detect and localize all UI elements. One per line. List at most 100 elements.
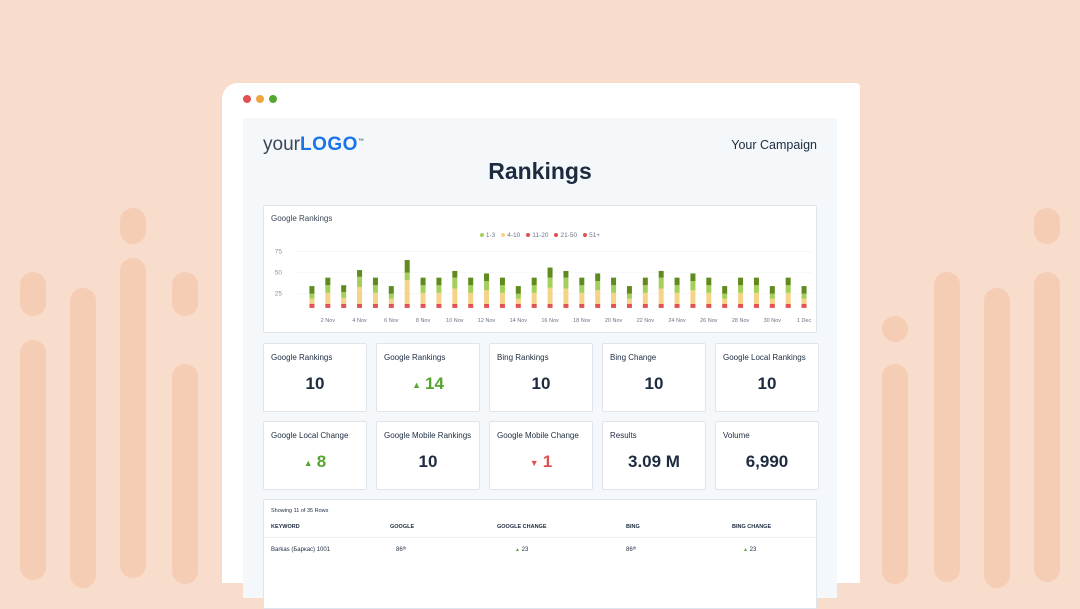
bar-segment [484,281,490,291]
legend-label: 51+ [589,232,601,239]
legend-item[interactable]: 51+ [583,232,600,239]
bar-segment [785,285,791,293]
bar-segment [706,277,712,286]
bar-segment [452,288,458,304]
bar-segment [499,305,505,308]
x-tick-label: 14 Nov [510,318,528,324]
x-tick-label: 12 Nov [478,318,496,324]
bar-segment [738,292,744,304]
legend-item[interactable]: 1-3 [479,232,495,239]
legend-label: 4-10 [507,232,521,239]
bar-segment [357,270,363,277]
kpi-label: Google Rankings [384,353,446,362]
bar-segment [515,293,521,299]
bar-segment [658,288,664,304]
kpi-value: 10 [644,374,664,393]
bar-segment [547,303,553,306]
bar-segment [341,291,347,298]
col-keyword[interactable]: KEYWORD [271,524,300,530]
bar-segment [468,277,474,286]
col-bing-change[interactable]: BING CHANGE [732,524,772,530]
legend-label: 11-20 [532,232,549,239]
bar-segment [753,277,759,286]
bar-segment [325,277,331,286]
bar-segment [642,277,648,286]
bar-segment [341,297,347,304]
bar-segment [357,305,363,308]
bar-segment [436,292,442,304]
x-tick-label: 1 Dec [797,318,812,324]
google-rankings-chart-card: Google Rankings 1-3 4-10 11-20 21-50 51+ 25 5… [263,205,817,333]
bar-segment [468,303,474,306]
bar-segment [468,285,474,293]
bar-segment [801,303,807,306]
bar-segment [547,287,553,304]
bar-segment [706,307,712,308]
bar-segment [595,305,601,308]
legend-item[interactable]: 11-20 [526,232,548,239]
bar-segment [690,281,696,291]
bar-segment [801,305,807,308]
bar-segment [309,305,315,308]
bar-segment [357,276,363,287]
report-panel: yourLOGO™ Your Campaign Rankings Google … [243,118,837,609]
bar-segment [769,305,775,308]
bar-segment [468,307,474,308]
bar-segment [452,270,458,278]
col-google-change[interactable]: GOOGLE CHANGE [497,524,547,530]
legend-item[interactable]: 4-10 [501,232,520,239]
legend-marker [583,233,588,238]
bar-segment [404,272,410,281]
bar-segment [658,307,664,308]
bar-segment [785,307,791,308]
bar-segment [738,277,744,286]
kpi-card: Google Mobile Rankings 10 [376,421,480,490]
bar-segment [642,292,648,304]
bar-segment [420,292,426,304]
bar-segment [722,303,728,306]
maximize-dot[interactable] [269,95,277,103]
bar-segment [388,286,394,294]
bar-segment [579,277,585,286]
kpi-value: ▲ 8 [303,452,327,471]
bar-segment [690,303,696,306]
close-dot[interactable] [243,95,251,103]
bar-segment [753,307,759,308]
bar-segment [658,270,664,278]
bar-segment [674,303,680,306]
kpi-label: Volume [723,431,750,440]
bar-segment [626,293,632,299]
kpi-value: 10 [418,452,438,471]
bar-segment [404,259,410,273]
bar-segment [611,292,617,304]
bar-segment [515,307,521,308]
bar-segment [595,273,601,282]
divider [264,537,816,538]
y-tick-label: 50 [275,270,283,277]
bar-segment [531,305,537,308]
up-arrow-icon: ▲ [743,547,748,553]
bar-segment [484,307,490,308]
cell-bing-change: ▲ 23 [743,547,757,553]
bar-segment [642,307,648,308]
legend-marker [501,233,506,238]
kpi-label: Bing Rankings [497,353,549,362]
bar-segment [531,285,537,293]
kpi-label: Bing Change [610,353,657,362]
bar-segment [404,307,410,308]
col-bing[interactable]: BING [626,524,640,530]
bar-segment [674,277,680,286]
minimize-dot[interactable] [256,95,264,103]
bar-segment [611,277,617,286]
bar-segment [595,307,601,308]
x-tick-label: 16 Nov [541,318,559,324]
legend-item[interactable]: 21-50 [554,232,577,239]
col-google[interactable]: GOOGLE [390,524,415,530]
legend-label: 21-50 [560,232,578,239]
x-tick-label: 6 Nov [384,318,399,324]
x-tick-label: 18 Nov [573,318,591,324]
bar-segment [499,285,505,293]
bar-segment [579,305,585,308]
bar-segment [753,305,759,308]
bar-segment [325,303,331,306]
